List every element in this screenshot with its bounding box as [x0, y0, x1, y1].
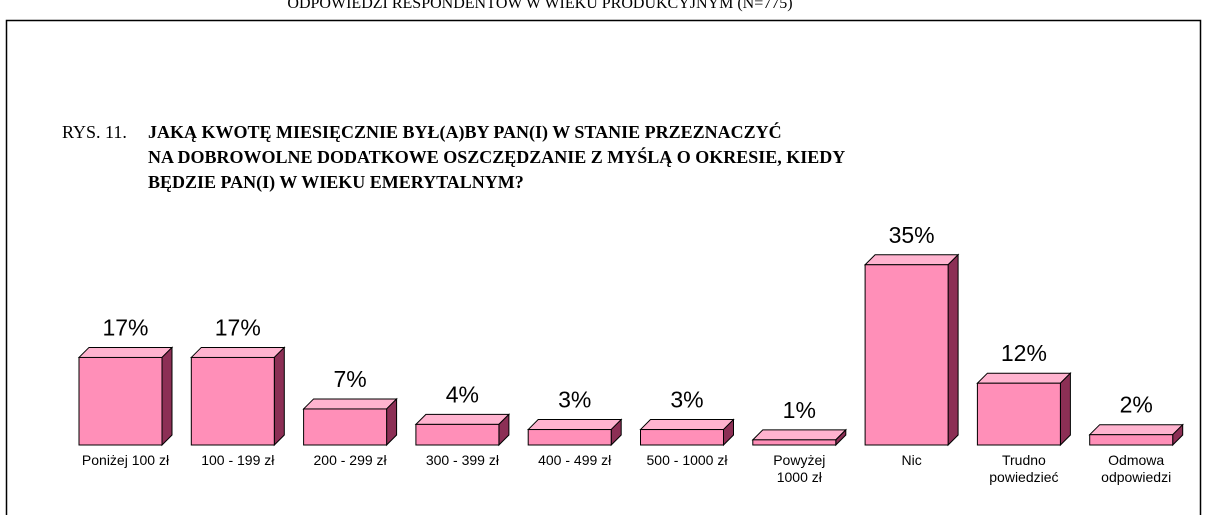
bar: [751, 428, 848, 447]
bar-front: [976, 382, 1061, 446]
x-tick-label: odpowiedzi: [1101, 469, 1171, 485]
x-tick-label: 300 - 399 zł: [426, 452, 500, 468]
value-label: 12%: [1001, 340, 1047, 366]
bar-top: [1088, 424, 1184, 436]
bar-front: [640, 429, 724, 446]
bar-front: [190, 356, 275, 446]
figure-label: RYS. 11.: [62, 122, 127, 142]
bar-front: [1089, 434, 1174, 446]
bar: [976, 371, 1072, 447]
frame: [5, 19, 1202, 515]
bar: [414, 413, 511, 447]
x-tick-label: Poniżej 100 zł: [82, 452, 170, 468]
title-line: BĘDZIE PAN(I) W WIEKU EMERYTALNYM?: [148, 172, 524, 193]
x-tick-label: Trudno: [1002, 452, 1046, 468]
bar-front: [303, 408, 388, 446]
x-tick-label: Nic: [901, 452, 921, 468]
bar-top: [190, 346, 286, 358]
bar-top: [526, 419, 623, 431]
bar-front: [78, 356, 163, 446]
value-label: 2%: [1120, 392, 1153, 418]
bar: [1088, 423, 1184, 447]
bar: [302, 397, 398, 447]
value-label: 17%: [215, 314, 261, 340]
value-label: 17%: [102, 314, 148, 340]
bar-top: [639, 419, 735, 431]
bar-top: [863, 254, 960, 266]
bar: [639, 418, 735, 447]
x-tick-label: 500 - 1000 zł: [647, 452, 729, 468]
bar-top: [976, 372, 1072, 384]
x-tick-label: 200 - 299 zł: [314, 452, 388, 468]
value-label: 3%: [558, 387, 591, 413]
bar-top: [302, 398, 398, 410]
x-tick-label: Powyżej: [773, 452, 825, 468]
value-label: 3%: [670, 387, 703, 413]
bar-front: [752, 439, 837, 446]
bar-front: [527, 429, 612, 446]
title-line: NA DOBROWOLNE DODATKOWE OSZCZĘDZANIE Z M…: [148, 146, 845, 167]
x-tick-label: powiedzieć: [989, 469, 1058, 485]
value-label: 7%: [333, 366, 366, 392]
x-tick-label: Odmowa: [1108, 452, 1164, 468]
x-tick-label: 1000 zł: [777, 469, 823, 485]
bar-side: [273, 346, 285, 447]
x-tick-label: 100 - 199 zł: [201, 452, 275, 468]
bar-top: [751, 429, 848, 441]
bar-top: [77, 346, 174, 358]
value-label: 1%: [783, 397, 816, 423]
bar: [77, 346, 174, 447]
bar-side: [1059, 371, 1071, 447]
bar: [526, 418, 623, 447]
bar-top: [414, 413, 511, 425]
header-text: ODPOWIEDZI RESPONDENTÓW W WIEKU PRODUKCY…: [287, 0, 792, 12]
bar: [190, 346, 286, 447]
bar-front: [415, 423, 500, 446]
value-label: 4%: [446, 381, 479, 407]
bar-front: [864, 264, 949, 446]
x-tick-label: 400 - 499 zł: [538, 452, 612, 468]
bar-side: [161, 346, 173, 447]
value-label: 35%: [889, 222, 935, 248]
bar: [863, 253, 960, 447]
bar-side: [947, 253, 959, 447]
title-line: JAKĄ KWOTĘ MIESIĘCZNIE BYŁ(A)BY PAN(I) W…: [148, 121, 782, 143]
